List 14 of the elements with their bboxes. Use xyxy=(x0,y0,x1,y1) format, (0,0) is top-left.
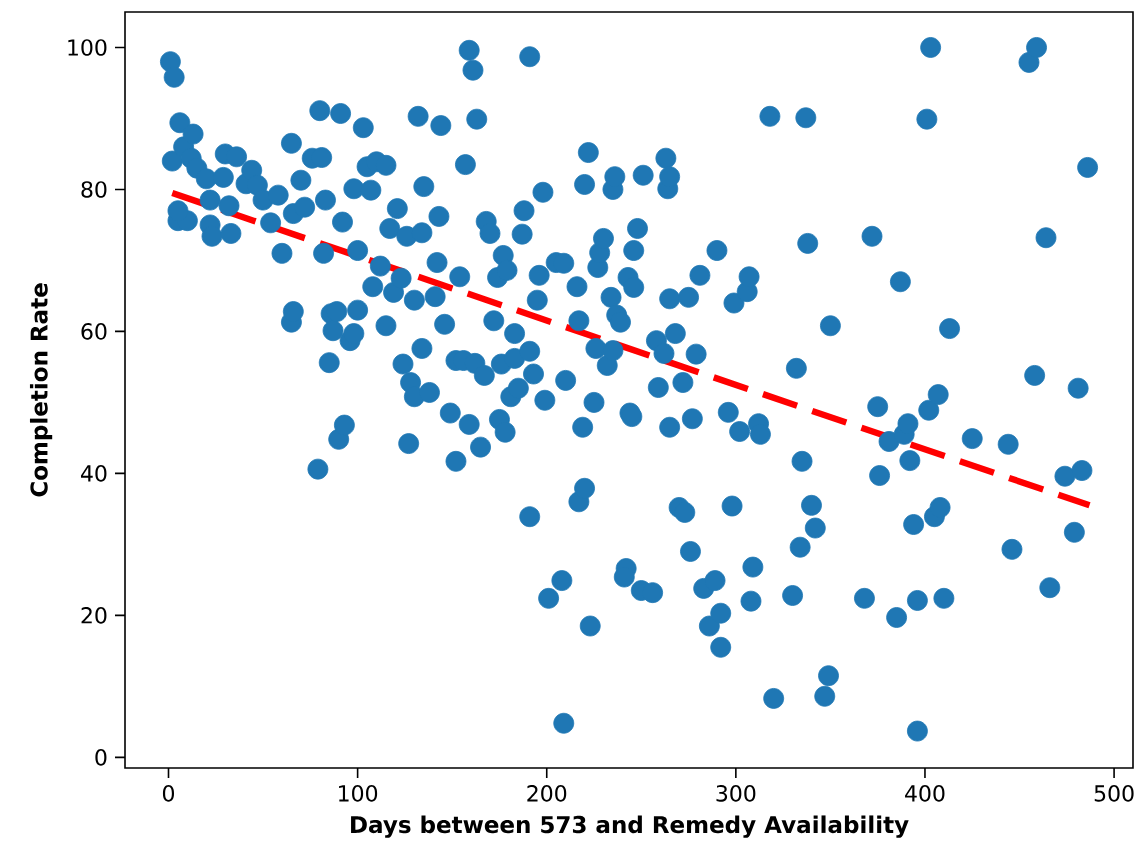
y-axis-title: Completion Rate xyxy=(29,283,53,497)
y-tick-label: 60 xyxy=(81,323,107,340)
y-tick-label: 100 xyxy=(68,39,107,56)
y-tick-label: 0 xyxy=(95,749,107,766)
y-tick-label: 40 xyxy=(81,465,107,482)
x-tick-label: 100 xyxy=(339,785,378,802)
y-tick-label: 20 xyxy=(81,607,107,624)
y-tick-label: 80 xyxy=(81,181,107,198)
x-tick-label: 300 xyxy=(716,785,756,802)
x-tick-label: 200 xyxy=(527,785,567,802)
x-tick-label: 0 xyxy=(162,785,175,802)
x-tick-label: 400 xyxy=(905,785,945,802)
x-tick-label: 500 xyxy=(1094,785,1134,802)
x-axis-title: Days between 573 and Remedy Availability xyxy=(351,815,909,838)
